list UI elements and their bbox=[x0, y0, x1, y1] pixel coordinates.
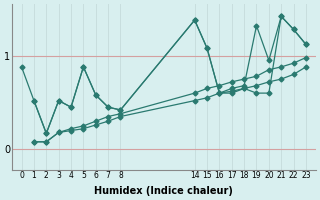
X-axis label: Humidex (Indice chaleur): Humidex (Indice chaleur) bbox=[94, 186, 233, 196]
